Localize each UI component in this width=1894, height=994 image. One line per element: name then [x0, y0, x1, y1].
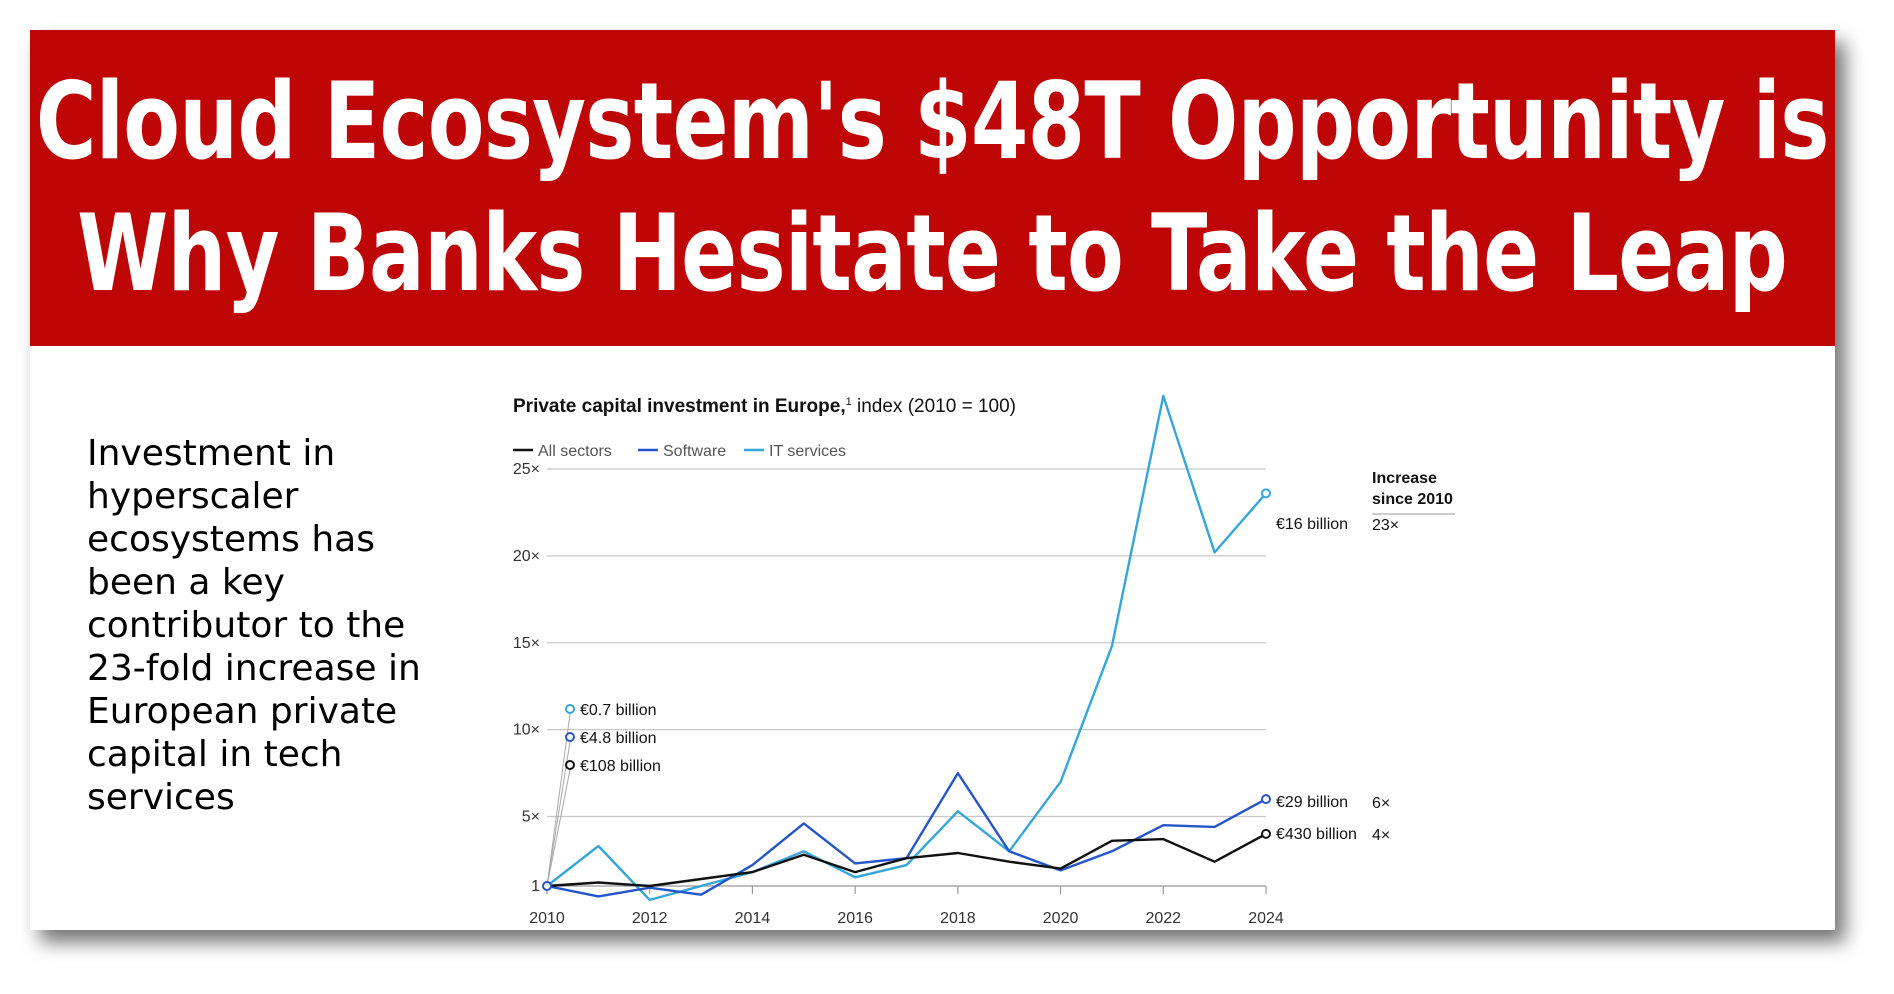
series-line-all-sectors — [546, 832, 1267, 888]
series-line-it-services — [546, 394, 1267, 902]
start-label-all-sectors: €108 billion — [580, 758, 661, 775]
y-tick-label: 15× — [513, 635, 540, 652]
start-marker-it-services — [565, 704, 575, 714]
start-leader-line — [546, 769, 571, 887]
y-tick-label: 20× — [513, 548, 540, 565]
increase-value-software: 6× — [1372, 795, 1390, 812]
x-tick-label: 2018 — [940, 910, 976, 927]
headline-line-1: Cloud Ecosystem's $48T Opportunity is — [36, 60, 1830, 183]
legend-label-it-services: IT services — [769, 443, 846, 460]
start-label-it-services: €0.7 billion — [580, 702, 657, 719]
end-label-it-services: €16 billion — [1276, 516, 1348, 533]
x-tick-label: 2024 — [1248, 910, 1284, 927]
y-tick-label: 5× — [522, 809, 540, 826]
x-tick-label: 2010 — [529, 910, 565, 927]
x-tick-label: 2022 — [1145, 910, 1181, 927]
start-marker-software — [565, 732, 575, 742]
side-caption: Investment in hyperscaler ecosystems has… — [87, 433, 421, 818]
headline-banner: Cloud Ecosystem's $48T Opportunity is Wh… — [30, 30, 1835, 346]
end-marker-software — [1261, 794, 1271, 805]
increase-header-line-2: since 2010 — [1372, 491, 1453, 508]
series-line-software — [546, 771, 1267, 898]
end-marker-it-services — [1261, 488, 1271, 499]
y-tick-label: 1 — [531, 878, 540, 895]
x-tick-label: 2020 — [1043, 910, 1079, 927]
legend-label-software: Software — [663, 443, 726, 460]
y-tick-label: 10× — [513, 722, 540, 739]
increase-header-line-1: Increase — [1372, 470, 1437, 487]
x-tick-label: 2012 — [632, 910, 668, 927]
increase-value-all-sectors: 4× — [1372, 827, 1390, 844]
chart-title: Private capital investment in Europe,1 i… — [513, 396, 1016, 417]
origin-marker — [542, 881, 552, 891]
x-tick-label: 2016 — [837, 910, 873, 927]
line-chart: Private capital investment in Europe,1 i… — [513, 394, 1455, 927]
headline-line-2: Why Banks Hesitate to Take the Leap — [77, 192, 1789, 315]
card: Cloud Ecosystem's $48T Opportunity is Wh… — [30, 30, 1835, 930]
x-tick-label: 2014 — [735, 910, 771, 927]
end-label-all-sectors: €430 billion — [1276, 826, 1357, 843]
end-marker-all-sectors — [1261, 828, 1271, 839]
start-leader-line — [546, 713, 571, 887]
start-marker-all-sectors — [565, 760, 575, 770]
start-label-software: €4.8 billion — [580, 730, 657, 747]
end-label-software: €29 billion — [1276, 794, 1348, 811]
y-tick-label: 25× — [513, 461, 540, 478]
increase-value-it-services: 23× — [1372, 517, 1399, 534]
legend-label-all-sectors: All sectors — [538, 443, 612, 460]
